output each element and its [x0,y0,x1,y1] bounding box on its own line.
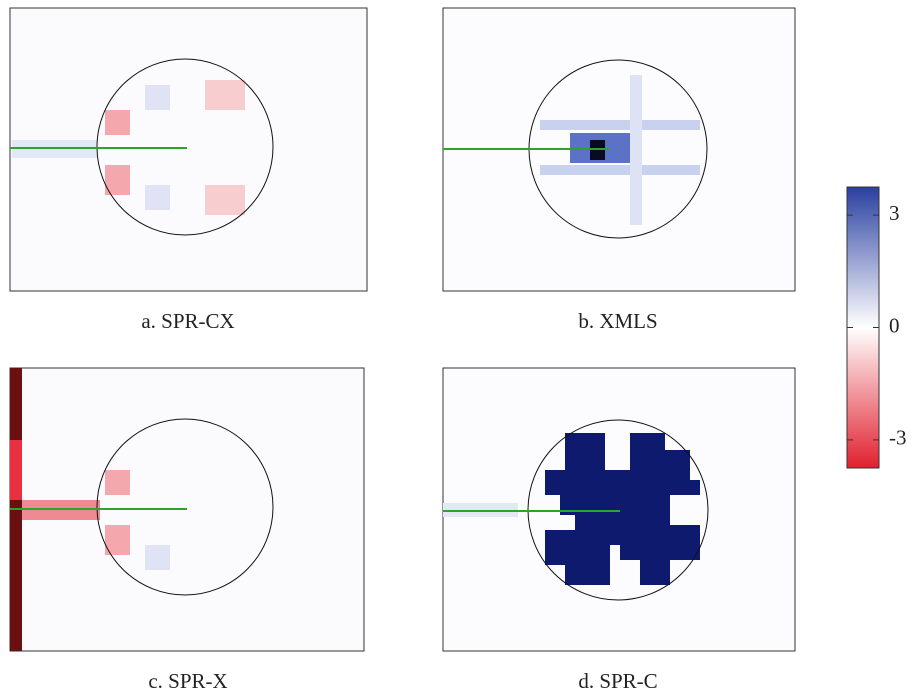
heat-patch [10,440,22,500]
panel-a [9,7,368,292]
caption: a. SPR-CX [141,309,234,333]
heat-patch [145,545,170,570]
heat-patch [205,80,245,110]
heat-patch [145,85,170,110]
caption: d. SPR-C [578,669,657,693]
heat-patch [540,120,700,130]
caption: b. XMLS [578,309,657,333]
circle [96,418,274,596]
tick-label: 0 [889,313,900,337]
heat-patch [105,110,130,135]
tick-label: 3 [889,201,900,225]
panel-c [9,367,365,652]
heat-patch [630,75,642,225]
heat-patch [105,165,130,195]
heat-patch [545,433,700,585]
panel-d [442,367,796,652]
caption: c. SPR-X [148,669,227,693]
heat-patch [205,185,245,215]
tick-label: -3 [889,426,907,450]
heat-patch [145,185,170,210]
heat-patch [540,165,700,175]
heat-patch [105,525,130,555]
heat-patch [105,470,130,495]
panel-b [442,7,796,292]
